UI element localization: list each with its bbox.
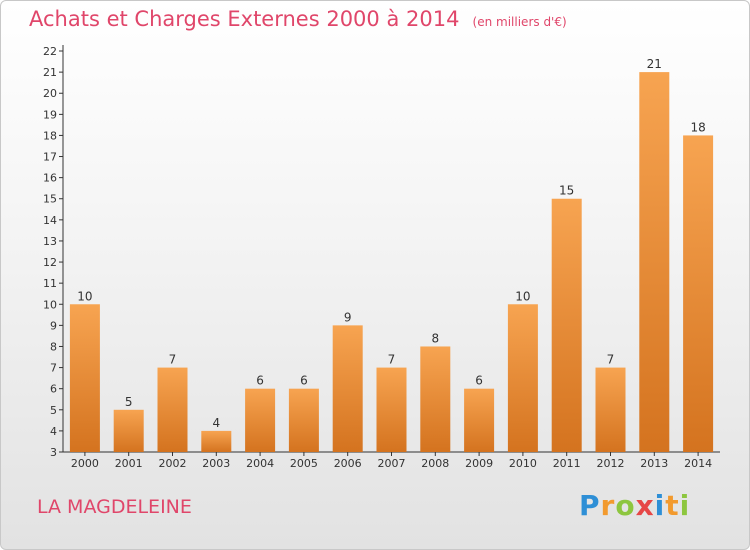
x-tick-label: 2010 [509,457,537,470]
x-tick-label: 2008 [421,457,449,470]
bar [245,388,276,452]
x-tick-label: 2013 [640,457,668,470]
y-tick-label: 22 [43,45,57,58]
logo-letter: i [654,489,666,522]
logo-letter: i [679,489,691,522]
y-tick-label: 10 [43,298,57,311]
data-label: 10 [77,289,92,303]
y-tick-label: 13 [43,235,57,248]
y-tick-label: 15 [43,193,57,206]
y-tick-label: 5 [50,404,57,417]
y-tick-label: 18 [43,129,57,142]
x-tick-label: 2000 [71,457,99,470]
x-tick-label: 2011 [553,457,581,470]
chart-axes: 3 4 5 6 7 8 9 10 11 12 13 14 15 16 17 18 19 20 21 22 2000 200… [43,45,720,470]
y-tick-label: 16 [43,172,57,185]
chart-bars [69,72,714,453]
bar [376,367,407,452]
y-tick-label: 7 [50,362,57,375]
y-tick-label: 9 [50,319,57,332]
proxiti-logo: Proxiti [579,489,690,522]
logo-letter: x [635,489,655,522]
data-label: 15 [559,184,574,198]
x-tick-label: 2003 [202,457,230,470]
chart-subtitle: (en milliers d'€) [472,15,567,29]
bar [507,304,538,452]
chart-title: Achats et Charges Externes 2000 à 2014 [29,7,460,31]
y-tick-label: 20 [43,87,57,100]
x-tick-label: 2014 [684,457,712,470]
y-tick-label: 12 [43,256,57,269]
data-label: 9 [344,310,352,324]
bar [595,367,626,452]
data-label: 21 [647,57,662,71]
bar [683,135,714,452]
data-label: 10 [515,289,530,303]
data-label: 18 [690,120,705,134]
logo-letter: r [600,489,616,522]
data-label: 4 [212,416,220,430]
data-label: 6 [475,374,483,388]
data-label: 7 [607,353,615,367]
bar [157,367,188,452]
x-tick-label: 2007 [378,457,406,470]
logo-letter: o [615,489,636,522]
data-label: 6 [256,374,264,388]
y-tick-label: 6 [50,383,57,396]
data-label: 7 [388,353,396,367]
y-tick-label: 21 [43,66,57,79]
logo-letter: t [665,489,680,522]
x-tick-label: 2004 [246,457,274,470]
chart-header: Achats et Charges Externes 2000 à 2014 (… [29,7,567,31]
data-label: 6 [300,374,308,388]
y-tick-label: 11 [43,277,57,290]
y-tick-label: 17 [43,151,57,164]
logo-letter: P [579,489,601,522]
data-label: 8 [431,331,439,345]
bar [332,325,363,452]
bar [551,198,582,452]
x-tick-label: 2009 [465,457,493,470]
bar [288,388,319,452]
bar [464,388,495,452]
x-tick-label: 2002 [159,457,187,470]
bar [639,72,670,453]
y-tick-label: 3 [50,446,57,459]
bar [113,409,144,452]
x-tick-label: 2006 [334,457,362,470]
x-tick-label: 2001 [115,457,143,470]
y-tick-label: 14 [43,214,57,227]
y-tick-label: 4 [50,425,57,438]
chart-value-labels: 10 5 7 4 6 6 9 7 8 6 10 15 7 21 18 [77,57,705,430]
bar [420,346,451,452]
x-tick-label: 2005 [290,457,318,470]
y-tick-label: 8 [50,340,57,353]
commune-name: LA MAGDELEINE [37,496,192,518]
x-tick-label: 2012 [597,457,625,470]
data-label: 7 [169,353,177,367]
bar [201,430,232,452]
data-label: 5 [125,395,133,409]
y-tick-label: 19 [43,108,57,121]
bar [69,304,100,452]
